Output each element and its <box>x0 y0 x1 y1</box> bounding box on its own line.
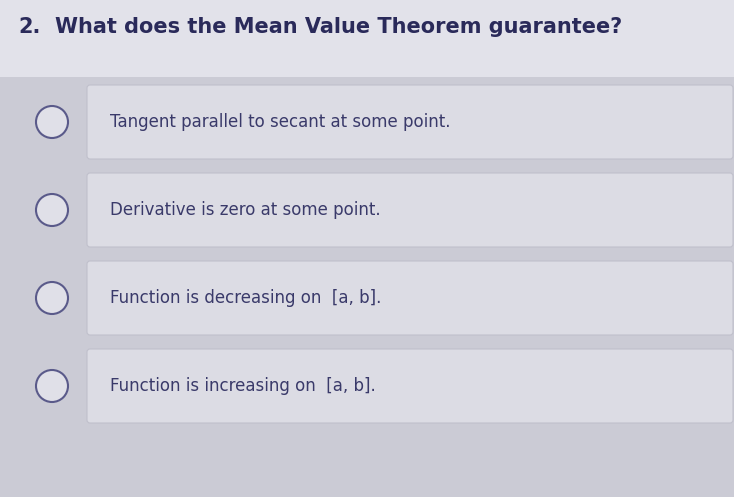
Text: What does the Mean Value Theorem guarantee?: What does the Mean Value Theorem guarant… <box>55 17 622 37</box>
FancyBboxPatch shape <box>0 0 734 77</box>
FancyBboxPatch shape <box>87 173 733 247</box>
FancyBboxPatch shape <box>0 77 734 497</box>
Text: Tangent parallel to secant at some point.: Tangent parallel to secant at some point… <box>110 113 451 131</box>
Circle shape <box>36 194 68 226</box>
FancyBboxPatch shape <box>87 85 733 159</box>
Text: Function is increasing on  [a, b].: Function is increasing on [a, b]. <box>110 377 376 395</box>
Circle shape <box>36 282 68 314</box>
Circle shape <box>36 370 68 402</box>
Text: Derivative is zero at some point.: Derivative is zero at some point. <box>110 201 381 219</box>
Text: 2.: 2. <box>18 17 40 37</box>
FancyBboxPatch shape <box>87 349 733 423</box>
Circle shape <box>36 106 68 138</box>
Text: Function is decreasing on  [a, b].: Function is decreasing on [a, b]. <box>110 289 382 307</box>
FancyBboxPatch shape <box>87 261 733 335</box>
